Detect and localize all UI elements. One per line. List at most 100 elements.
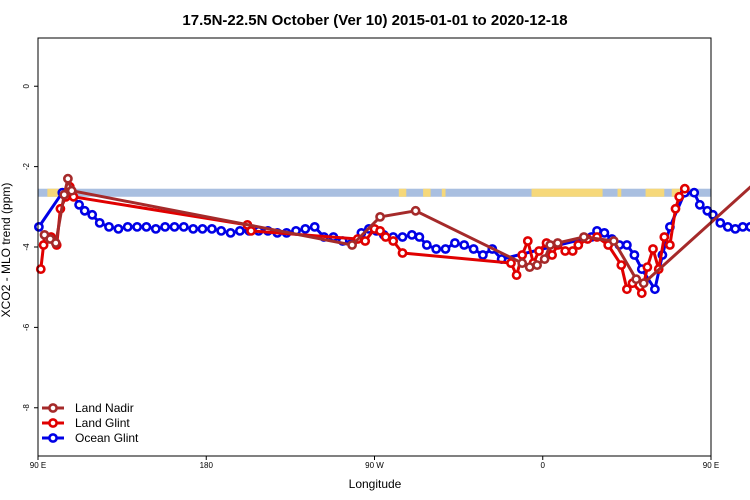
data-point-land-glint [35, 264, 46, 274]
data-point-ocean-glint [449, 238, 460, 248]
data-point-land-nadir [631, 274, 642, 285]
data-point-ocean-glint [309, 221, 320, 232]
legend-label: Land Glint [75, 416, 130, 430]
y-axis-label: XCO2 - MLO trend (ppm) [0, 183, 13, 318]
data-point-ocean-glint [197, 223, 208, 234]
data-point-ocean-glint [599, 227, 610, 238]
data-point-ocean-glint [440, 244, 451, 254]
data-point-ocean-glint [225, 227, 236, 238]
map-band-land [423, 188, 431, 197]
data-point-ocean-glint [745, 222, 750, 232]
data-point-land-glint [522, 236, 533, 246]
map-band-land [47, 188, 63, 197]
data-point-land-nadir [59, 189, 70, 200]
map-band-land [531, 188, 603, 197]
map-band-land [645, 188, 665, 197]
data-point-land-glint [360, 236, 371, 246]
data-point-ocean-glint [421, 240, 432, 250]
data-point-land-nadir [347, 240, 357, 250]
data-point-ocean-glint [132, 221, 142, 232]
legend-item-land-glint: Land Glint [42, 416, 130, 430]
data-point-ocean-glint [74, 199, 84, 210]
x-tick-label: 0 [541, 461, 546, 470]
data-point-ocean-glint [160, 221, 170, 232]
x-axis-label: Longitude [349, 477, 402, 491]
data-point-land-glint [375, 225, 385, 236]
data-point-land-nadir [638, 278, 649, 289]
data-point-ocean-glint [234, 225, 245, 236]
legend-label: Land Nadir [75, 401, 134, 415]
data-point-land-nadir [50, 238, 61, 248]
data-point-land-glint [616, 260, 627, 270]
data-point-ocean-glint [216, 225, 227, 236]
data-point-land-glint [642, 262, 653, 272]
chart-title: 17.5N-22.5N October (Ver 10) 2015-01-01 … [182, 12, 567, 29]
data-point-ocean-glint [468, 244, 479, 254]
map-band-land [617, 188, 622, 197]
data-point-land-glint [622, 284, 632, 295]
data-point-ocean-glint [113, 223, 124, 234]
data-point-land-nadir [410, 205, 421, 216]
y-tick-label: -4 [22, 243, 31, 251]
data-point-land-glint [388, 236, 399, 246]
series-layer [34, 173, 750, 299]
data-point-ocean-glint [431, 244, 442, 254]
data-point-land-nadir [545, 240, 556, 250]
data-point-ocean-glint [150, 223, 161, 234]
data-point-land-glint [511, 270, 522, 280]
data-point-land-nadir [532, 260, 542, 270]
data-point-land-glint [547, 250, 557, 260]
data-point-land-nadir [539, 254, 550, 264]
data-point-ocean-glint [459, 240, 470, 250]
data-point-ocean-glint [206, 223, 217, 234]
data-point-land-glint [380, 232, 391, 242]
data-point-ocean-glint [722, 221, 733, 232]
data-point-ocean-glint [188, 223, 199, 234]
data-point-land-glint [674, 191, 685, 202]
data-point-land-glint [665, 240, 675, 250]
data-point-land-glint [506, 258, 516, 268]
data-point-ocean-glint [622, 240, 632, 250]
data-point-land-glint [670, 203, 681, 214]
x-tick-label: 90 W [365, 461, 384, 470]
legend-marker [48, 418, 58, 428]
data-point-land-glint [517, 250, 528, 260]
legend-marker [48, 433, 58, 443]
data-point-ocean-glint [689, 187, 700, 198]
x-axis: 90 E 180 90 W 0 90 E [30, 456, 719, 470]
data-point-ocean-glint [141, 221, 152, 232]
x-tick-label: 90 E [30, 461, 46, 470]
data-point-ocean-glint [406, 229, 417, 240]
map-band [38, 188, 711, 197]
data-point-ocean-glint [178, 221, 189, 232]
map-band-ocean [38, 188, 711, 197]
data-point-land-nadir [63, 173, 73, 184]
data-point-ocean-glint [79, 205, 90, 216]
data-point-ocean-glint [300, 223, 311, 234]
series-land-nadir [39, 173, 750, 289]
data-point-land-glint [659, 232, 670, 242]
map-band-land [398, 188, 407, 197]
data-point-ocean-glint [477, 250, 488, 260]
data-point-land-nadir [517, 258, 528, 268]
y-tick-label: 0 [22, 83, 31, 88]
data-point-ocean-glint [397, 232, 408, 242]
data-point-land-glint [246, 225, 256, 236]
data-point-land-nadir [579, 232, 589, 242]
y-tick-label: -6 [22, 323, 31, 331]
data-point-land-glint [648, 244, 658, 254]
data-point-land-glint [397, 248, 408, 258]
data-point-land-nadir [552, 238, 563, 248]
data-point-land-glint [573, 240, 584, 250]
data-point-land-nadir [608, 236, 619, 246]
y-tick-label: -8 [22, 404, 31, 412]
data-point-ocean-glint [629, 250, 640, 260]
data-point-land-nadir [375, 211, 385, 222]
data-point-land-glint [636, 288, 647, 299]
data-point-land-nadir [66, 185, 77, 196]
data-point-land-nadir [524, 262, 535, 272]
data-point-ocean-glint [414, 232, 425, 242]
data-point-ocean-glint [169, 221, 180, 232]
